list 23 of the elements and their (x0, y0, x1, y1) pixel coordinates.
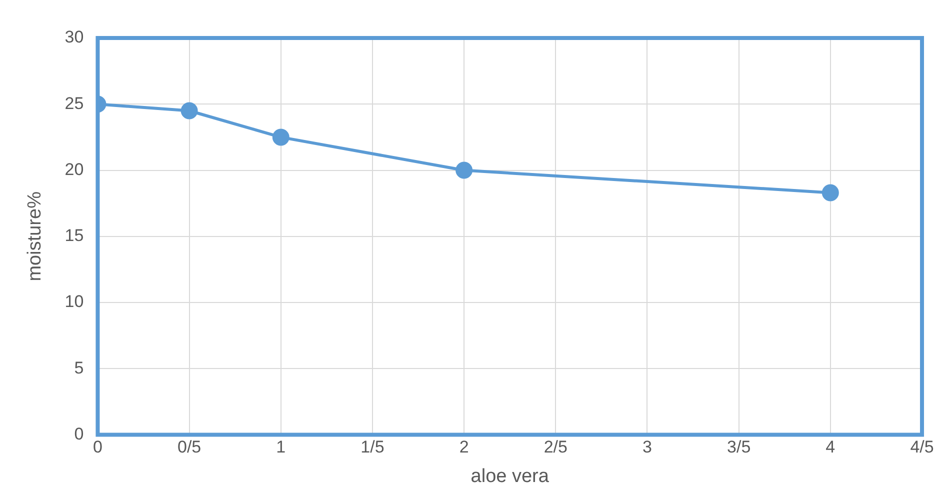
y-tick-label: 30 (64, 28, 84, 47)
x-tick-label: 3 (642, 438, 652, 457)
point (456, 162, 473, 179)
point (822, 184, 839, 202)
x-tick-label: 1 (276, 438, 286, 457)
y-tick-label: 5 (74, 358, 84, 378)
x-axis-title: aloe vera (470, 466, 550, 487)
y-tick-label: 20 (64, 160, 84, 179)
y-tick-label: 15 (64, 226, 84, 246)
x-tick-label: 1/5 (360, 438, 384, 457)
x-tick-label: 0/5 (177, 438, 202, 457)
y-tick-label: 0 (74, 424, 84, 444)
x-tick-label: 2/5 (544, 438, 568, 457)
y-axis-title: moisture% (24, 191, 46, 282)
x-tick-label: 0 (92, 438, 102, 457)
y-tick-label: 25 (64, 94, 84, 113)
x-tick-label: 3/5 (727, 438, 751, 457)
y-tick-label: 10 (64, 292, 84, 312)
point (180, 102, 198, 120)
x-tick-label: 4 (826, 438, 836, 457)
point (272, 128, 290, 146)
x-tick-label: 4/5 (910, 438, 934, 457)
x-tick-label: 2 (459, 438, 469, 457)
